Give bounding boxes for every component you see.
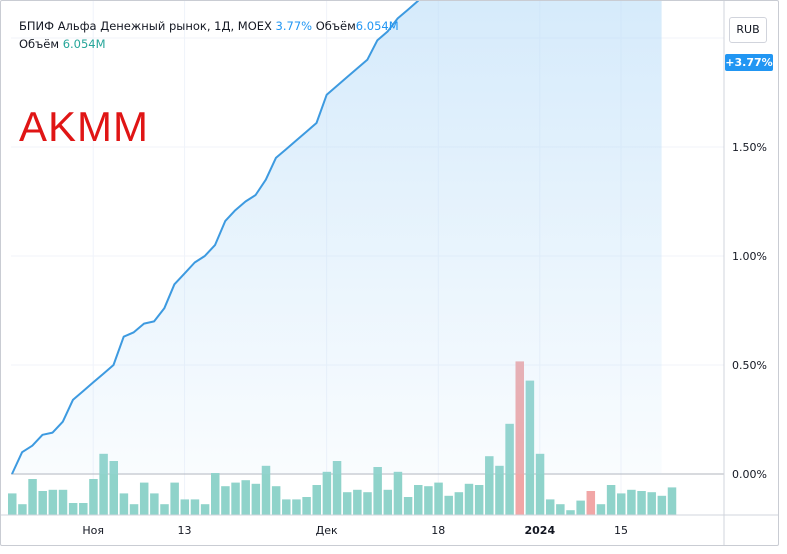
volume-bar (586, 491, 596, 515)
volume-bar (129, 504, 139, 515)
volume-bar (8, 493, 17, 515)
volume-bar (556, 504, 565, 515)
chart-canvas[interactable]: 3.50%3.00%2.50%2.00%1.50%1.00%0.50%0.00%… (1, 1, 779, 546)
y-tick-label: 1.50% (732, 141, 767, 154)
currency-button[interactable]: RUB (729, 17, 767, 43)
volume-bar (535, 453, 545, 515)
volume-bar (474, 485, 484, 515)
volume-bar (48, 489, 58, 515)
volume-bar (79, 503, 88, 515)
volume-bar (58, 489, 68, 515)
volume-bar (627, 489, 636, 515)
volume-bar (424, 486, 433, 515)
volume-bar (99, 453, 108, 515)
x-tick-label: 18 (431, 524, 445, 537)
volume-bar (190, 499, 200, 515)
volume-bar (119, 493, 129, 515)
volume-bar (667, 487, 677, 515)
volume-bar (332, 461, 342, 515)
volume-bar (545, 499, 555, 515)
chart-frame: 3.50%3.00%2.50%2.00%1.50%1.00%0.50%0.00%… (0, 0, 779, 546)
x-tick-label: Дек (316, 524, 338, 537)
volume-bar (383, 489, 393, 515)
volume-bar (28, 479, 37, 515)
last-price-badge: +3.77% (725, 54, 773, 71)
volume-bar (576, 500, 585, 515)
volume-bar (373, 467, 382, 515)
symbol-title: БПИФ Альфа Денежный рынок, 1Д, MOEX (19, 19, 272, 33)
volume-bar (617, 493, 626, 515)
series-line (11, 1, 420, 475)
volume-label: Объём (19, 37, 60, 51)
change-value: 3.77% (275, 19, 313, 33)
volume-bar (211, 473, 220, 515)
volume-bar (342, 492, 352, 515)
volume-bar (495, 465, 504, 515)
volume-label: Объём (315, 19, 356, 33)
volume-bar (363, 492, 372, 515)
volume-bar (353, 489, 362, 515)
y-tick-label: 0.00% (732, 468, 767, 481)
volume-bar (89, 479, 98, 515)
x-tick-label: 13 (178, 524, 192, 537)
x-tick-label: 15 (614, 524, 628, 537)
volume-bar (241, 480, 250, 515)
volume-bar (566, 510, 575, 515)
volume-bar (251, 483, 261, 515)
x-tick-label: Ноя (82, 524, 104, 537)
volume-bar (657, 495, 667, 515)
volume-bar (434, 482, 443, 515)
volume-bar (38, 491, 47, 515)
volume-bar (18, 504, 27, 515)
volume-legend-line: Объём 6.054M (19, 37, 106, 51)
volume-bar (637, 491, 646, 515)
volume-bar (139, 482, 149, 515)
volume-bar (414, 485, 423, 515)
volume-bar (606, 485, 616, 515)
volume-bar (150, 493, 159, 515)
volume-bar (68, 503, 78, 515)
volume-bar (596, 504, 606, 515)
volume-bar (647, 492, 656, 515)
volume-bar (302, 497, 311, 515)
volume-bar (312, 485, 321, 515)
y-tick-label: 0.50% (732, 359, 767, 372)
volume-bar (403, 497, 413, 515)
volume-bar (454, 492, 464, 515)
volume-bar (160, 504, 169, 515)
volume-bar (271, 486, 281, 515)
area-fill (12, 1, 662, 474)
y-tick-label: 1.00% (732, 250, 767, 263)
volume-bar (180, 499, 190, 515)
volume-bar (261, 465, 271, 515)
volume-bar (200, 504, 210, 515)
legend-line: БПИФ Альфа Денежный рынок, 1Д, MOEX 3.77… (19, 19, 399, 33)
volume-bar (170, 482, 179, 515)
volume-bar (393, 471, 403, 515)
symbol-watermark: AKMM (19, 103, 149, 150)
volume-value: 6.054M (62, 37, 106, 51)
volume-bar (485, 456, 494, 515)
x-tick-label: 2024 (524, 524, 555, 537)
volume-bar (231, 482, 240, 515)
volume-bar (464, 483, 474, 515)
volume-bar (221, 486, 230, 515)
volume-bar (109, 461, 118, 515)
volume-bar (292, 499, 301, 515)
volume-bar (322, 471, 332, 515)
volume-bar (444, 495, 453, 515)
volume-value: 6.054M (355, 19, 399, 33)
volume-bar (282, 499, 291, 515)
